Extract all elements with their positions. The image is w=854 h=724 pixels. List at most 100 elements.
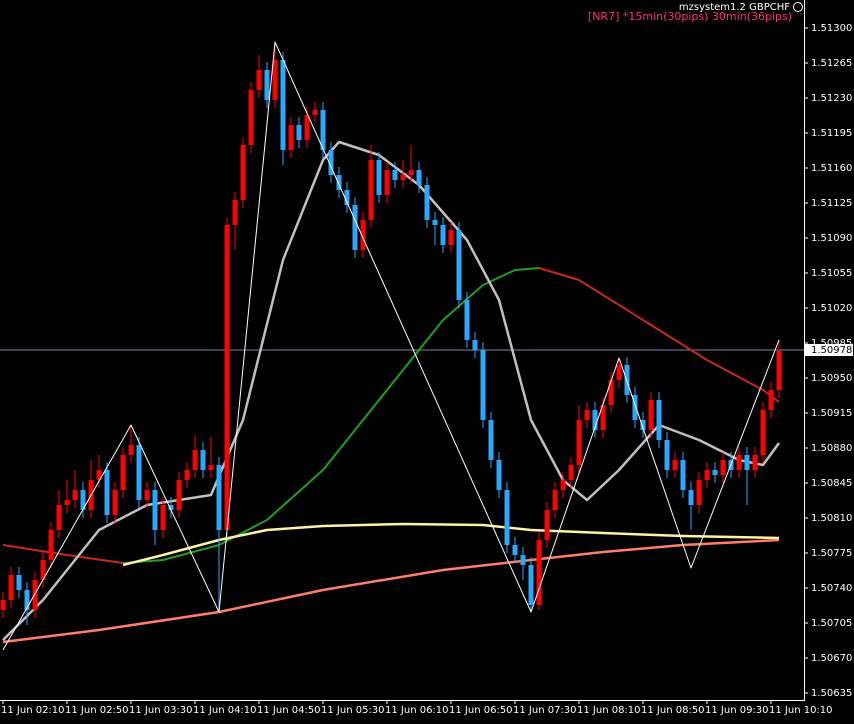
moving-average-segment [322, 419, 364, 471]
candle-body [496, 460, 502, 490]
y-tick-label: 1.50810 [811, 513, 852, 524]
candle-body [184, 470, 190, 480]
candle-body [296, 125, 302, 140]
status-icon [793, 2, 803, 12]
moving-average-segment [538, 267, 580, 281]
moving-average-segment [578, 279, 644, 321]
candle-body [736, 455, 742, 470]
candle-body [432, 220, 438, 225]
candle-body [472, 340, 478, 350]
candle-body [744, 455, 750, 470]
y-tick-label: 1.50705 [811, 618, 852, 629]
x-tick-label: 11 Jun 06:50 [449, 705, 513, 716]
moving-average-segment [218, 519, 268, 546]
candle-body [96, 470, 102, 480]
chart-subtitle: [NR7] *15min(30pips) 30min(36pips) [588, 10, 792, 23]
candle-body [56, 505, 62, 530]
candle-body [424, 185, 430, 220]
y-tick-label: 1.51195 [811, 128, 852, 139]
chart-title: mzsystem1.2 GBPCHF [679, 2, 790, 13]
moving-average-segment [402, 319, 444, 371]
y-tick-label: 1.50775 [811, 548, 852, 559]
candle-body [448, 230, 454, 245]
y-tick-label: 1.50880 [811, 443, 852, 454]
candle-body [280, 60, 286, 150]
candle-body [760, 410, 766, 455]
candle-body [416, 170, 422, 185]
candle-body [528, 565, 534, 605]
candle-body [592, 410, 598, 430]
candle-body [192, 450, 198, 470]
x-tick-label: 11 Jun 04:10 [193, 705, 257, 716]
moving-average-segment [642, 319, 708, 361]
y-tick-label: 1.51125 [811, 198, 852, 209]
candle-body [456, 230, 462, 300]
candle-body [560, 480, 566, 490]
zigzag [2, 41, 780, 651]
candle-body [176, 480, 182, 510]
candle-body [208, 465, 214, 470]
candle-body [464, 300, 470, 340]
candle-body [656, 400, 662, 440]
x-tick-label: 11 Jun 05:30 [321, 705, 385, 716]
y-tick-label: 1.51300 [811, 23, 852, 34]
candle-body [376, 160, 382, 195]
candle-body [688, 490, 694, 505]
candle-body [616, 365, 622, 380]
moving-average [2, 538, 780, 644]
x-tick-label: 11 Jun 07:30 [513, 705, 577, 716]
candle-body [344, 190, 350, 205]
plot-area [0, 41, 804, 651]
moving-average-segment [362, 369, 404, 421]
moving-average-segment [514, 267, 540, 271]
candle-body [144, 490, 150, 500]
candle-body [712, 470, 718, 475]
x-tick-label: 11 Jun 02:50 [65, 705, 129, 716]
candle-body [768, 390, 774, 410]
candle-body [664, 440, 670, 470]
x-tick-label: 11 Jun 10:10 [769, 705, 833, 716]
candle-body [224, 225, 230, 530]
candle-body [632, 395, 638, 420]
candle-body [264, 70, 270, 100]
candle-body [360, 220, 366, 250]
candle-body [720, 460, 726, 475]
last-price-box [805, 344, 853, 356]
moving-average [122, 522, 780, 567]
candle-body [104, 470, 110, 515]
candle-body [232, 200, 238, 225]
candle-body [80, 490, 86, 510]
candle-body [392, 170, 398, 180]
x-tick-label: 11 Jun 09:30 [705, 705, 769, 716]
candle-body [552, 490, 558, 510]
candle-body [696, 480, 702, 505]
y-tick-label: 1.51090 [811, 233, 852, 244]
candle-body [160, 505, 166, 530]
candle-body [480, 350, 486, 420]
candle-body [112, 490, 118, 515]
candle-body [32, 580, 38, 610]
candle-body [8, 575, 14, 600]
y-tick-label: 1.50845 [811, 478, 852, 489]
candle-body [536, 540, 542, 605]
candle-body [440, 225, 446, 245]
candle-body [488, 420, 494, 460]
candle-body [648, 400, 654, 430]
candle-body [400, 175, 406, 180]
candle-body [248, 90, 254, 145]
candle-body [544, 510, 550, 540]
candle-body [216, 465, 222, 530]
moving-average-segment [442, 284, 484, 321]
candle-body [72, 490, 78, 500]
candle-body [680, 460, 686, 490]
candle-body [568, 465, 574, 480]
candle-body [752, 455, 758, 470]
y-tick-label: 1.50915 [811, 408, 852, 419]
candle-body [240, 145, 246, 200]
candle-body [288, 125, 294, 150]
candle-body [408, 170, 414, 175]
candle-body [304, 115, 310, 140]
candle-body [368, 160, 374, 220]
